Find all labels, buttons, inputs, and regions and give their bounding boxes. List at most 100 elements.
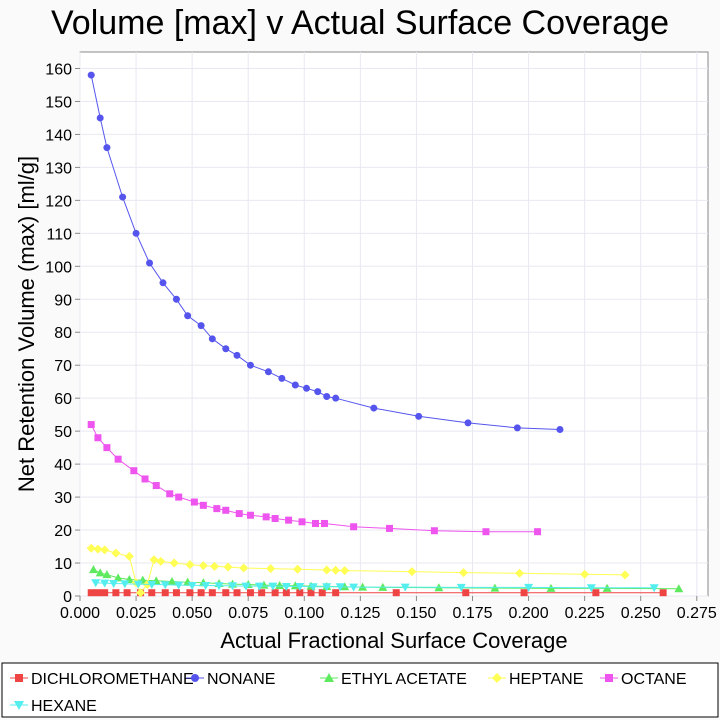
data-point-ethyl-acetate [102, 570, 112, 579]
data-point-octane [114, 455, 122, 463]
x-tick-label: 0.025 [116, 605, 156, 622]
data-point-hexane [147, 580, 157, 589]
data-point-octane [190, 498, 198, 506]
legend-box [1, 662, 719, 718]
series-heptane [86, 543, 630, 598]
legend-swatch-marker [14, 701, 24, 710]
data-point-nonane [197, 322, 205, 330]
data-point-heptane [407, 567, 417, 577]
data-point-octane [430, 527, 438, 535]
data-point-nonane [291, 381, 299, 389]
data-point-nonane [146, 259, 154, 267]
data-point-dichloromethane [186, 589, 194, 597]
y-tick-label: 50 [54, 424, 72, 441]
data-point-dichloromethane [112, 589, 120, 597]
data-point-heptane [136, 588, 146, 598]
x-tick-label: 0.175 [452, 605, 492, 622]
data-point-dichloromethane [123, 589, 131, 597]
legend-label: DICHLOROMETHANE [31, 671, 194, 688]
data-point-ethyl-acetate [88, 565, 98, 574]
data-point-octane [152, 482, 160, 490]
data-point-heptane [86, 543, 96, 553]
legend-item-hexane: HEXANE [10, 698, 97, 715]
data-point-hexane [174, 581, 184, 590]
data-point-hexane [295, 582, 305, 591]
data-point-heptane [340, 566, 350, 576]
data-point-nonane [415, 412, 423, 420]
data-point-nonane [370, 404, 378, 412]
y-tick-label: 30 [54, 490, 72, 507]
legend-swatch-marker [492, 673, 502, 683]
data-point-octane [262, 513, 270, 521]
data-point-octane [285, 516, 293, 524]
x-tick-label: 0.150 [396, 605, 436, 622]
data-point-hexane [133, 580, 143, 589]
x-tick-label: 0.250 [621, 605, 661, 622]
legend-swatch-marker [605, 674, 613, 682]
data-point-dichloromethane [94, 589, 102, 597]
data-point-octane [235, 510, 243, 518]
data-point-hexane [649, 584, 659, 593]
data-point-octane [271, 515, 279, 523]
y-tick-label: 110 [46, 226, 72, 243]
x-tick-label: 0.225 [565, 605, 605, 622]
data-point-nonane [103, 144, 111, 152]
data-point-nonane [233, 351, 241, 359]
data-point-dichloromethane [161, 589, 169, 597]
data-point-dichloromethane [520, 589, 528, 597]
data-point-dichloromethane [392, 589, 400, 597]
data-point-octane [103, 444, 111, 452]
data-point-nonane [303, 384, 311, 392]
data-point-octane [141, 475, 149, 483]
y-tick-label: 150 [45, 94, 72, 111]
series-nonane [87, 71, 564, 434]
data-point-hexane [268, 582, 278, 591]
data-point-heptane [149, 555, 159, 565]
y-axis-label: Net Retention Volume (max) [ml/g] [14, 156, 39, 492]
y-tick-label: 160 [45, 61, 72, 78]
data-point-hexane [241, 582, 251, 591]
series-octane [87, 421, 542, 536]
data-point-octane [222, 506, 230, 514]
data-point-nonane [87, 71, 95, 79]
data-point-nonane [119, 193, 127, 201]
data-point-heptane [266, 564, 276, 574]
data-point-hexane [100, 579, 110, 588]
data-point-heptane [331, 565, 341, 575]
data-point-ethyl-acetate [95, 568, 105, 577]
data-point-hexane [120, 580, 130, 589]
data-point-dichloromethane [258, 589, 266, 597]
data-point-octane [166, 490, 174, 498]
data-point-octane [246, 511, 254, 519]
data-point-hexane [349, 583, 359, 592]
y-tick-label: 130 [45, 160, 72, 177]
x-tick-label: 0.050 [172, 605, 212, 622]
data-point-octane [534, 528, 542, 536]
data-point-dichloromethane [222, 589, 230, 597]
data-point-ethyl-acetate [340, 582, 350, 591]
data-point-nonane [278, 374, 286, 382]
data-point-hexane [228, 582, 238, 591]
data-point-dichloromethane [197, 589, 205, 597]
y-tick-label: 140 [45, 127, 72, 144]
data-point-hexane [400, 583, 410, 592]
series-line-heptane [91, 547, 626, 594]
data-point-dichloromethane [296, 589, 304, 597]
plot-area [79, 51, 709, 597]
data-point-octane [312, 519, 319, 527]
y-tick-label: 0 [63, 589, 72, 606]
y-tick-label: 80 [54, 325, 72, 342]
data-point-octane [482, 528, 490, 536]
data-point-ethyl-acetate [290, 581, 300, 590]
data-point-ethyl-acetate [113, 573, 123, 582]
data-point-heptane [322, 565, 332, 575]
data-point-dichloromethane [318, 589, 326, 597]
data-point-heptane [169, 558, 179, 568]
data-point-nonane [246, 361, 254, 369]
data-point-nonane [264, 368, 272, 376]
series-hexane [91, 579, 659, 593]
series-layer [86, 71, 684, 598]
data-point-heptane [93, 544, 103, 554]
data-point-octane [87, 421, 95, 429]
data-point-octane [320, 519, 328, 527]
